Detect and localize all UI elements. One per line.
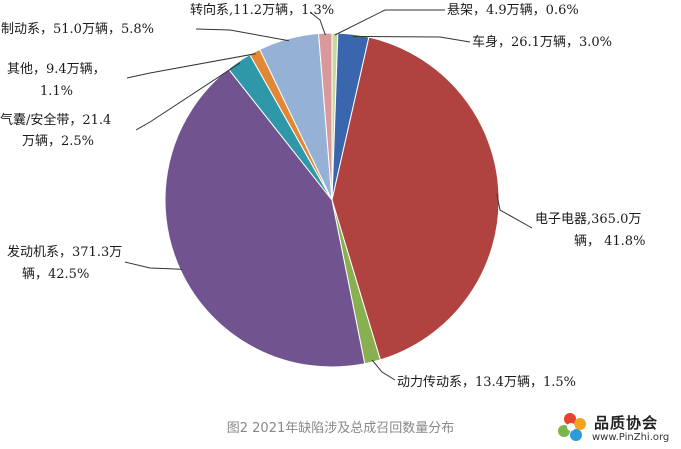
watermark-name: 品质协会 — [594, 414, 659, 432]
slice-label-9-line-1: 转向系,11.2万辆，1.3% — [190, 2, 334, 18]
flower-icon — [558, 413, 586, 441]
slice-label-3-line-2: 辆， 41.8% — [574, 234, 645, 249]
leader-lines — [124, 9, 533, 381]
slice-label-1-line-1: 悬架，4.9万辆，0.6% — [447, 3, 579, 18]
slice-label-7-line-1: 其他，9.4万辆， — [7, 62, 106, 77]
slice-label-5-line-1: 发动机系，371.3万 — [7, 244, 122, 260]
watermark-logo: 品质协会 www.PinZhi.org — [556, 410, 681, 448]
leader-line-8 — [195, 28, 290, 42]
slice-label-8-line-1: 制动系，51.0万辆，5.8% — [1, 22, 154, 37]
pie-slice-9 — [318, 32, 333, 201]
leader-line-3 — [496, 194, 533, 229]
slice-label-5-line-2: 辆，42.5% — [22, 267, 89, 282]
figure-caption: 图2 2021年缺陷涉及总成召回数量分布 — [226, 421, 455, 436]
watermark-url: www.PinZhi.org — [592, 432, 670, 443]
slice-label-3-line-1: 电子电器,365.0万 — [535, 212, 641, 227]
leader-line-1 — [334, 9, 445, 36]
leader-line-7 — [126, 53, 256, 79]
slice-label-6-line-2: 万辆，2.5% — [22, 134, 94, 149]
slice-label-2-line-1: 车身，26.1万辆，3.0% — [472, 34, 612, 50]
leader-line-6 — [135, 62, 241, 131]
slice-label-4-line-1: 动力传动系，13.4万辆，1.5% — [397, 375, 576, 390]
leader-line-2 — [353, 35, 471, 43]
pie-slice-3 — [331, 36, 500, 361]
leader-line-5 — [124, 261, 183, 270]
pie-slices — [164, 32, 500, 368]
leader-line-4 — [371, 359, 396, 381]
leader-line-9 — [309, 11, 326, 36]
slice-label-6-line-1: 气囊/安全带，21.4 — [0, 112, 111, 128]
slice-label-7-line-2: 1.1% — [40, 84, 73, 99]
pie-slice-5 — [164, 68, 366, 368]
slice-labels: 悬架，4.9万辆，0.6% 车身，26.1万辆，3.0% 电子电器,365.0万辆，… — [0, 2, 645, 390]
